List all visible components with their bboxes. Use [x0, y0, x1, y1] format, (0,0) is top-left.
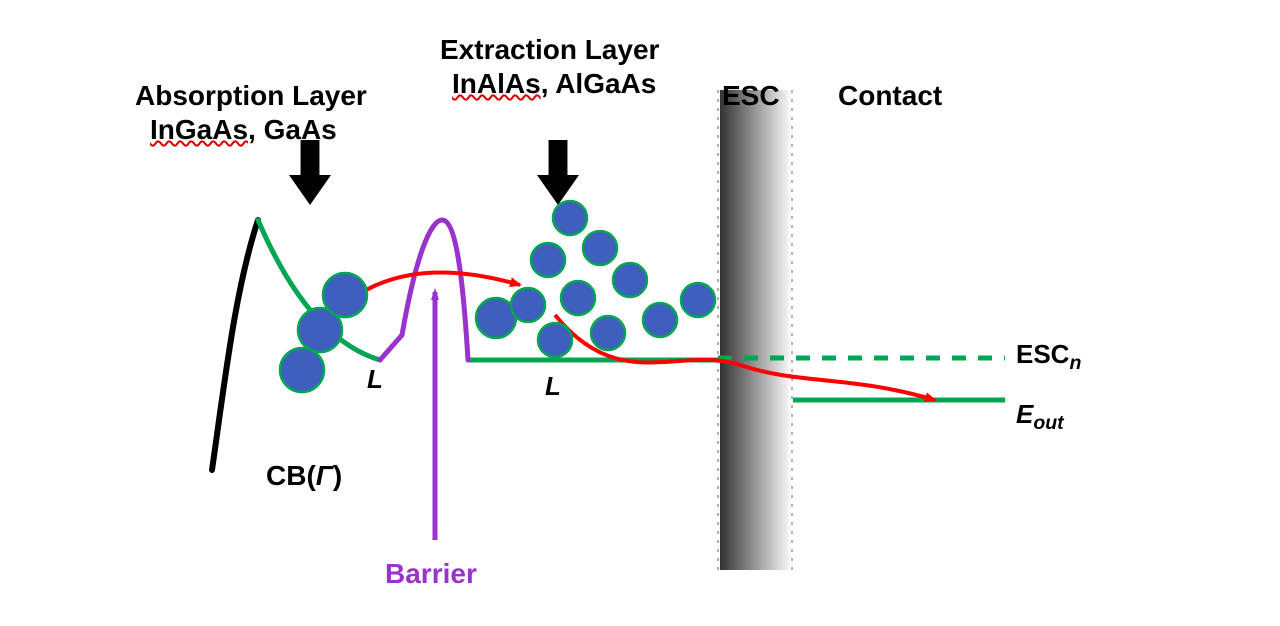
- extraction-materials: InAlAs, AlGaAs: [452, 68, 656, 100]
- esc-label: ESC: [722, 80, 780, 112]
- absorption-layer-title: Absorption Layer: [135, 80, 367, 112]
- electrons-extraction: [476, 201, 715, 357]
- contact-label: Contact: [838, 80, 942, 112]
- diagram-canvas: Absorption Layer InGaAs, GaAs Extraction…: [0, 0, 1280, 626]
- extraction-layer-title: Extraction Layer: [440, 34, 659, 66]
- absorption-arrow-icon: [289, 140, 331, 205]
- l-valley-label-2: L: [545, 372, 561, 402]
- extraction-arrow-icon: [537, 140, 579, 205]
- cb-gamma-label: CB(Γ): [266, 460, 342, 492]
- eout-label: Eout: [1016, 400, 1064, 435]
- cb-black-curve: [212, 220, 258, 470]
- barrier-profile: [380, 220, 468, 360]
- esc-region: [720, 90, 790, 570]
- barrier-label: Barrier: [385, 558, 477, 590]
- escn-label: ESCn: [1016, 340, 1081, 375]
- l-valley-label-1: L: [367, 365, 383, 395]
- absorption-materials: InGaAs, GaAs: [150, 114, 337, 146]
